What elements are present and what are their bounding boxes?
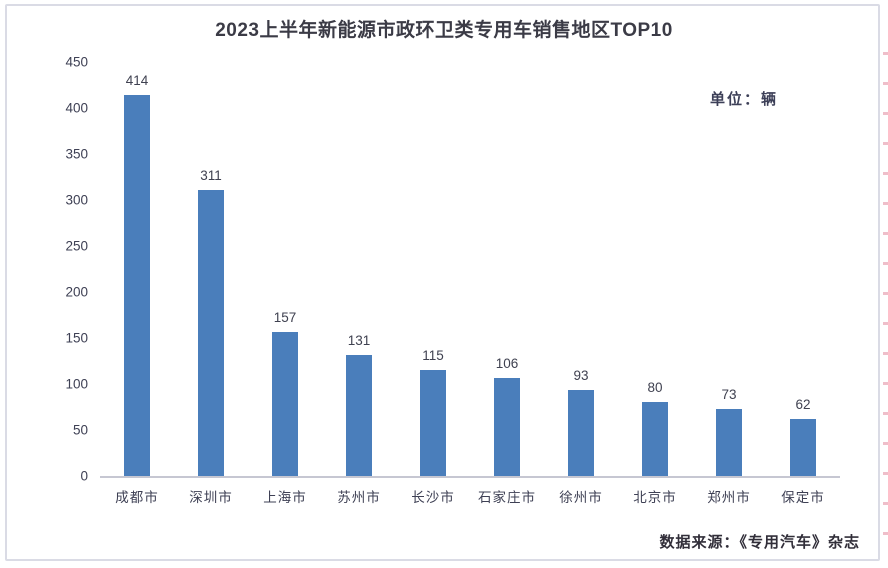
bar (272, 331, 298, 476)
bar-slot: 62 保定市 (766, 62, 840, 505)
bar (642, 402, 668, 476)
bar-value-label: 131 (347, 333, 371, 349)
bar (790, 418, 816, 476)
bar-slot: 115 长沙市 (396, 62, 470, 505)
x-category-label: 长沙市 (411, 490, 455, 505)
y-tick-label: 300 (65, 192, 88, 208)
y-tick-label: 400 (65, 100, 88, 116)
x-category-label: 北京市 (633, 490, 677, 505)
unit-label: 单位：辆 (710, 91, 779, 108)
bar-slot: 414 成都市 (100, 62, 174, 505)
data-source-note: 数据来源：《专用汽车》杂志 (659, 534, 860, 551)
bar-value-label: 62 (795, 396, 811, 412)
bar-slot: 311 深圳市 (174, 62, 248, 505)
y-tick-label: 100 (65, 376, 88, 392)
bar-value-label: 115 (422, 348, 444, 364)
right-edge-watermark-marks (883, 52, 888, 557)
chart-title: 2023上半年新能源市政环卫类专用车销售地区TOP10 (215, 20, 673, 41)
x-category-label: 上海市 (263, 490, 307, 505)
bar-value-label: 106 (495, 356, 519, 372)
bar-value-label: 93 (573, 368, 589, 384)
bar-slot: 93 徐州市 (544, 62, 618, 505)
x-category-label: 徐州市 (559, 490, 603, 505)
y-tick-label: 450 (65, 54, 88, 70)
bar-value-label: 73 (721, 386, 737, 402)
bar-value-label: 311 (200, 167, 222, 183)
y-tick-label: 50 (72, 422, 88, 438)
x-category-label: 苏州市 (337, 490, 381, 505)
bar (198, 189, 224, 476)
x-category-label: 成都市 (115, 490, 159, 505)
bar (716, 408, 742, 476)
bar (568, 390, 594, 476)
y-tick-label: 150 (65, 330, 88, 346)
bar (346, 355, 372, 476)
bar-value-label: 157 (273, 309, 297, 325)
plot-area: 414 成都市 311 深圳市 157 上海市 131 苏州市 115 长沙市 106 石家庄市 93 徐… (100, 62, 840, 505)
y-tick-label: 350 (65, 146, 88, 162)
bar (124, 95, 150, 476)
y-axis-tick-labels: 450 400 350 300 250 200 150 100 50 0 (0, 55, 88, 484)
x-category-label: 深圳市 (189, 490, 233, 505)
bar-slot: 80 北京市 (618, 62, 692, 505)
bar (420, 370, 446, 476)
x-category-label: 保定市 (781, 490, 825, 505)
y-tick-label: 0 (80, 468, 88, 484)
y-tick-label: 250 (65, 238, 88, 254)
bar (494, 378, 520, 476)
x-category-label: 石家庄市 (478, 490, 536, 505)
bar-slot: 106 石家庄市 (470, 62, 544, 505)
bar-value-label: 80 (647, 380, 663, 396)
bar-slot: 157 上海市 (248, 62, 322, 505)
bar-slot: 73 郑州市 (692, 62, 766, 505)
x-category-label: 郑州市 (707, 490, 751, 505)
bar-value-label: 414 (125, 73, 149, 89)
y-tick-label: 200 (65, 284, 88, 300)
bar-slot: 131 苏州市 (322, 62, 396, 505)
